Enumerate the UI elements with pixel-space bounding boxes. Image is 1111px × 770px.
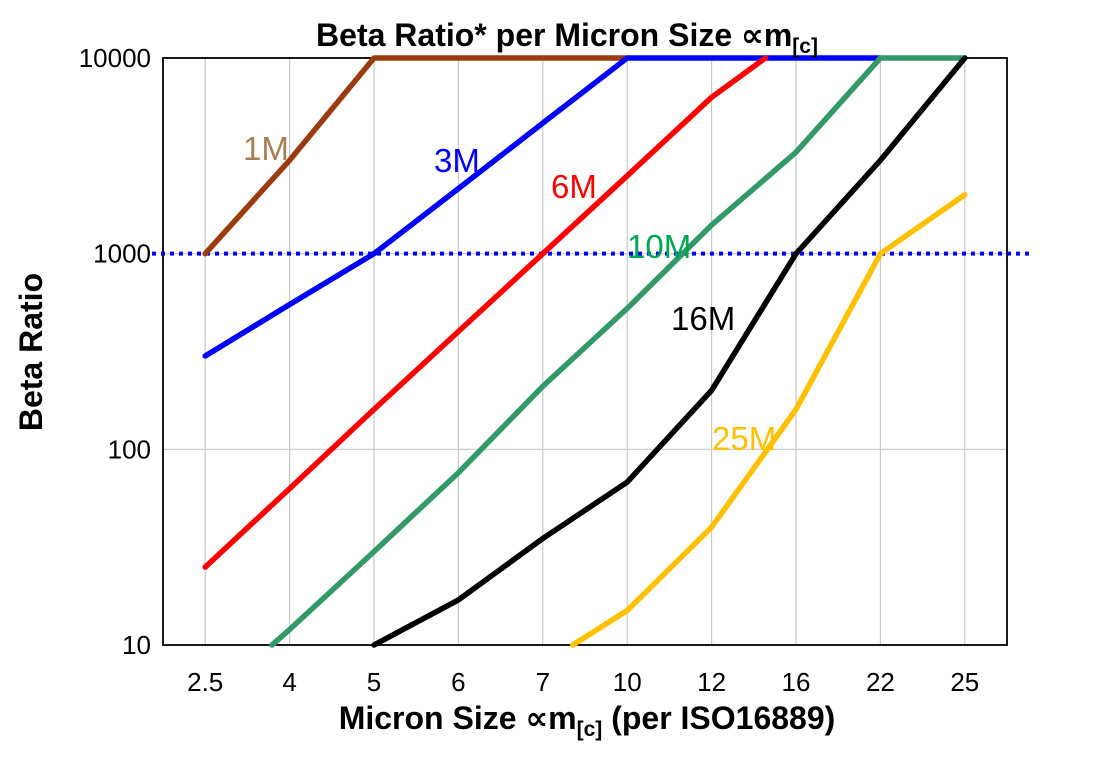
series-line-25M [570,192,968,648]
series-label-16M: 16M [671,300,735,337]
series-line-1M [202,55,630,257]
series-line-6M [202,55,769,570]
x-tick-4: 4 [282,667,296,697]
x-tick-25: 25 [950,667,979,697]
series-label-10M: 10M [627,228,691,265]
x-tick-5: 5 [367,667,381,697]
x-tick-22: 22 [866,667,895,697]
y-tick-1000: 1000 [93,239,151,269]
series-line-10M [269,55,968,648]
x-tick-2.5: 2.5 [187,667,223,697]
chart-title: Beta Ratio* per Micron Size ∝m[c] [316,17,818,58]
x-tick-6: 6 [451,667,465,697]
y-tick-100: 100 [108,434,151,464]
y-tick-10000: 10000 [79,43,151,73]
x-tick-16: 16 [782,667,811,697]
series-line-3M [202,55,884,359]
series-label-1M: 1M [243,130,289,167]
series-line-16M [371,55,968,648]
x-axis-title: Micron Size ∝m[c] (per ISO16889) [339,700,836,741]
series-label-25M: 25M [712,420,776,457]
x-tick-10: 10 [613,667,642,697]
x-tick-7: 7 [536,667,550,697]
y-tick-10: 10 [122,630,151,660]
x-tick-12: 12 [697,667,726,697]
y-axis-title: Beta Ratio [13,273,49,431]
series-label-6M: 6M [551,168,597,205]
series-label-3M: 3M [434,142,480,179]
